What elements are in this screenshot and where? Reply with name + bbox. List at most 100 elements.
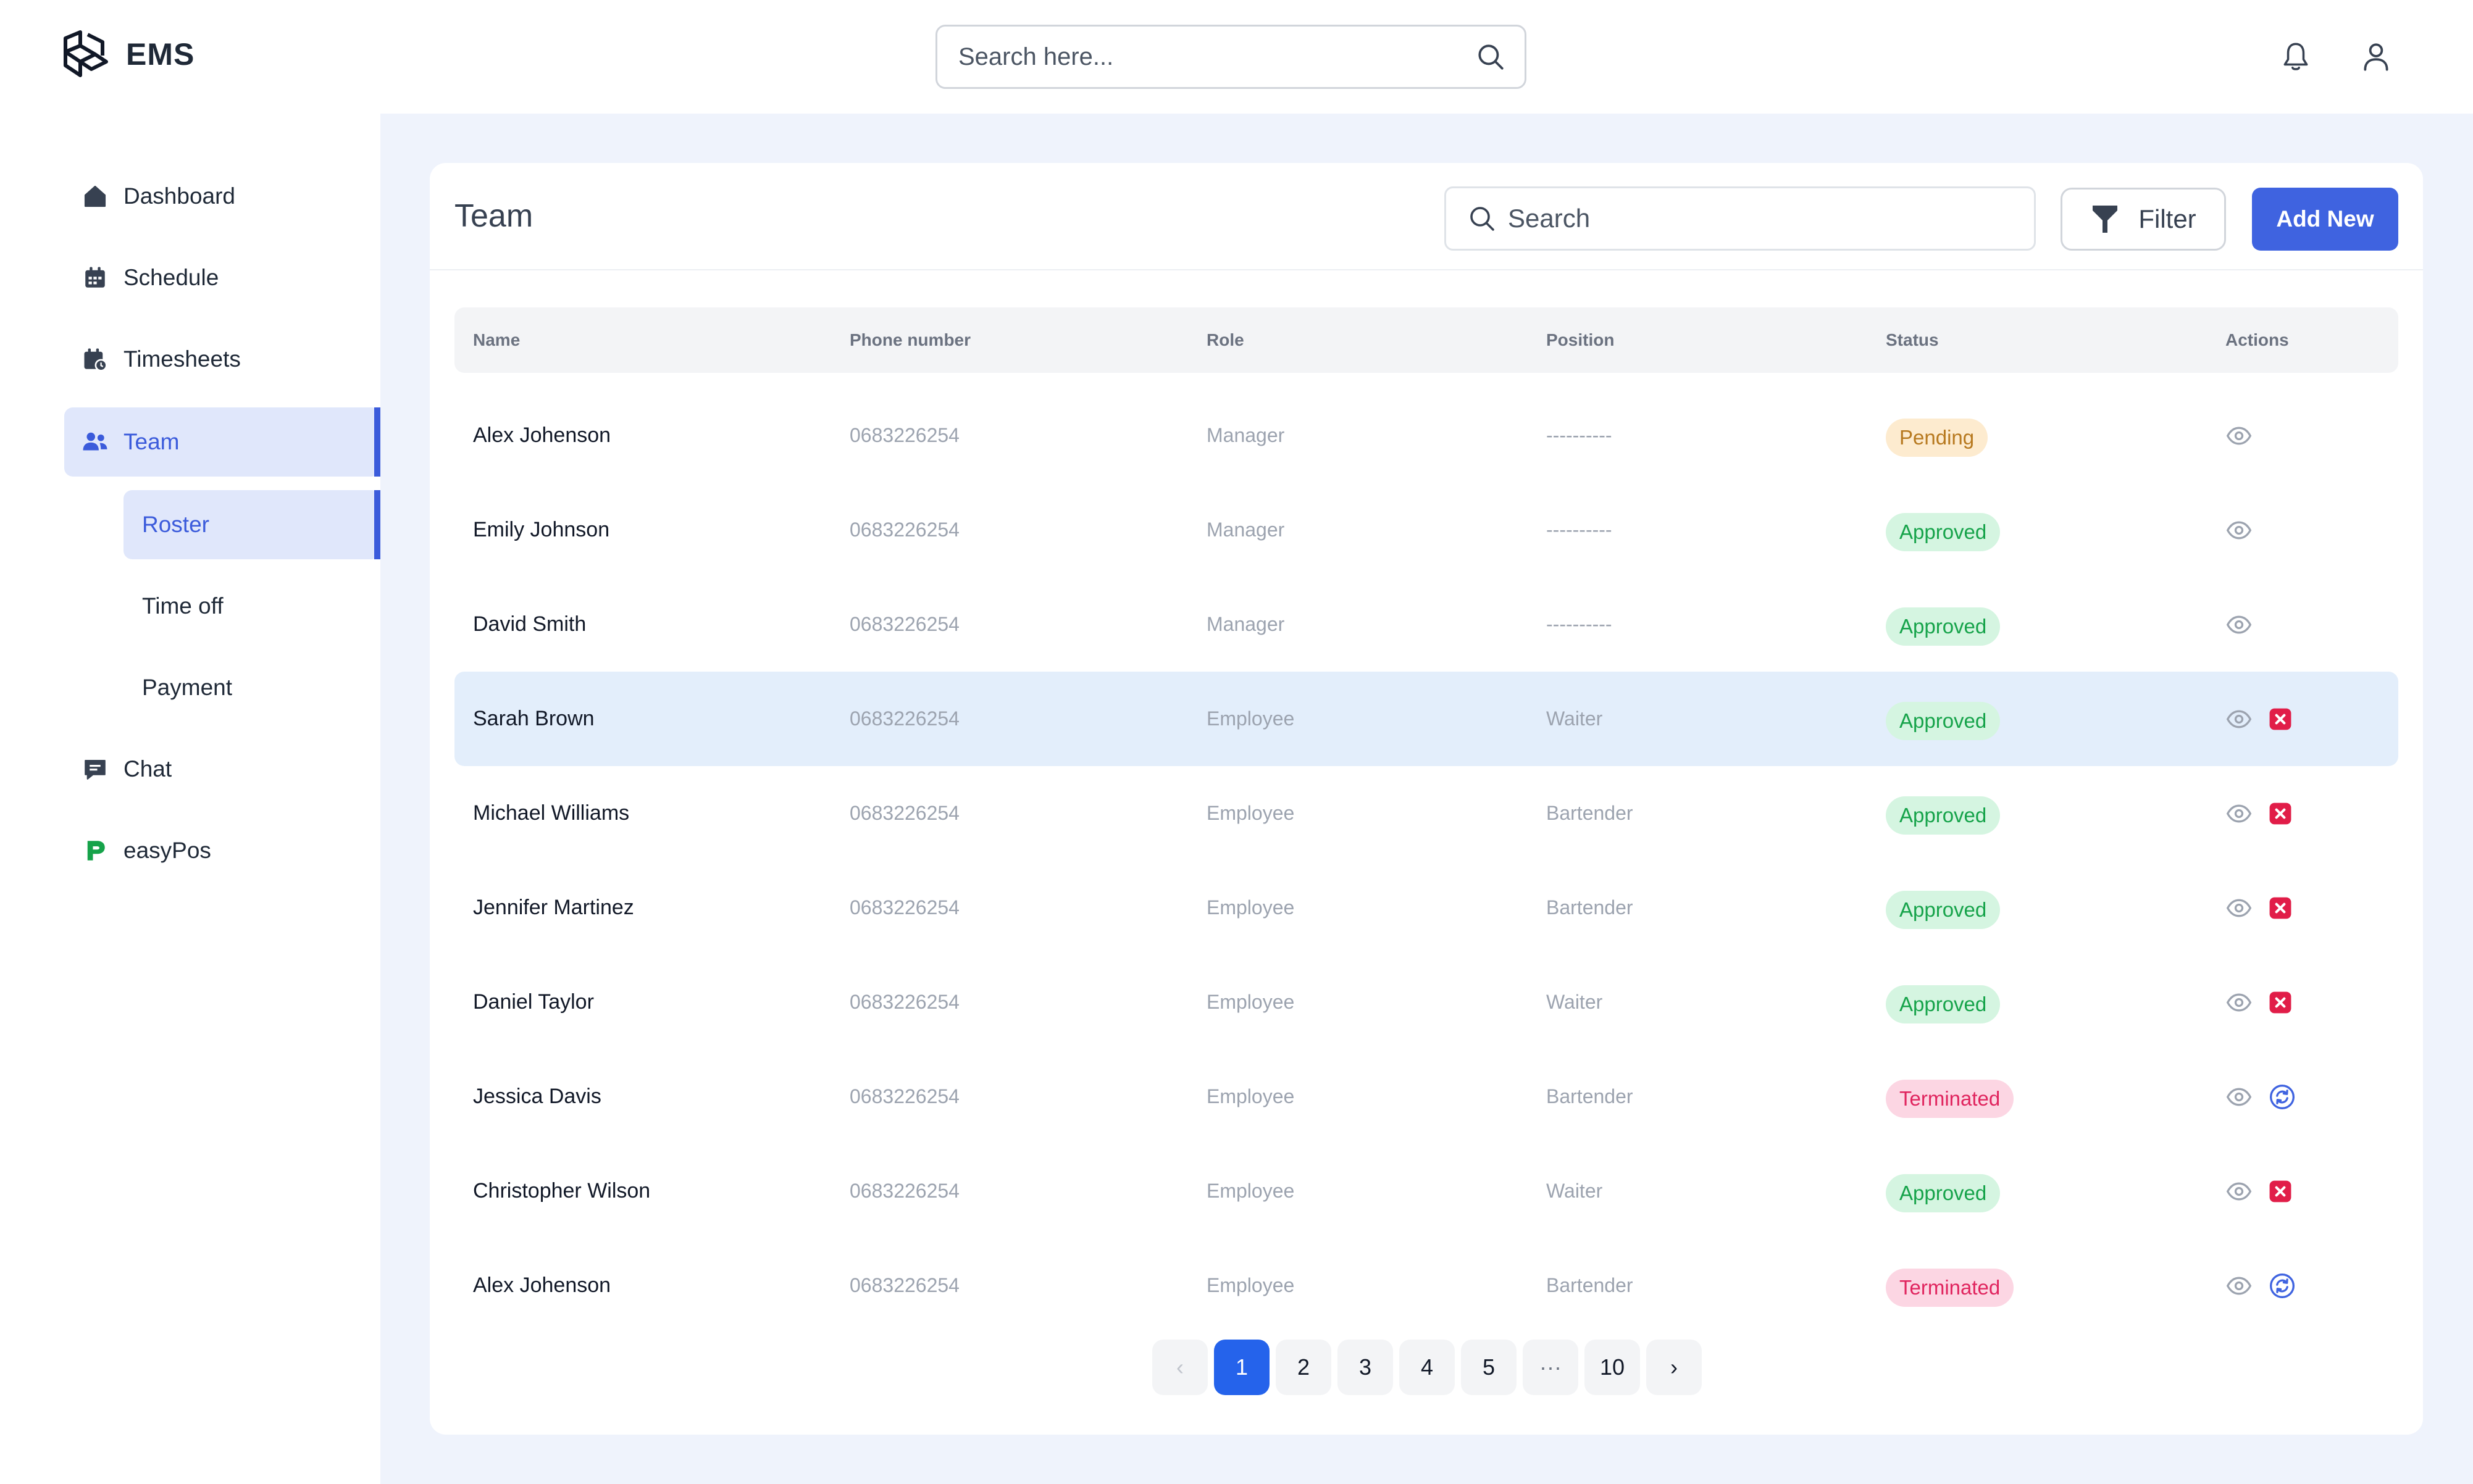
search-icon[interactable] (1475, 41, 1506, 72)
cell-name: Christopher Wilson (473, 1179, 651, 1203)
cell-status: Approved (1886, 1144, 2001, 1238)
prev-page-button[interactable]: ‹ (1152, 1340, 1208, 1395)
active-indicator (374, 407, 380, 477)
table-row[interactable]: Christopher Wilson 0683226254 Employee Wait… (454, 1144, 2398, 1238)
restore-icon[interactable] (2269, 1272, 2296, 1299)
team-search-input[interactable] (1508, 204, 2002, 233)
cell-position: ---------- (1546, 424, 1612, 446)
sidebar-item-label: Chat (123, 756, 172, 782)
column-header-role[interactable]: Role (1207, 330, 1244, 349)
restore-icon[interactable] (2269, 1083, 2296, 1111)
cell-phone: 0683226254 (850, 1085, 960, 1107)
sidebar-subitem-payment[interactable]: Payment (123, 653, 370, 722)
add-new-button[interactable]: Add New (2252, 188, 2398, 251)
table-row[interactable]: Jessica Davis 0683226254 Employee Bartender… (454, 1049, 2398, 1144)
cell-actions (2225, 1144, 2292, 1238)
eye-icon[interactable] (2225, 989, 2253, 1016)
sidebar-item-easypos[interactable]: easyPos (64, 816, 311, 885)
table-row[interactable]: Sarah Brown 0683226254 Employee Waiter Appro… (454, 672, 2398, 766)
global-search-input[interactable] (958, 43, 1475, 71)
sidebar-item-team[interactable]: Team (64, 407, 380, 477)
row-actions (2225, 706, 2292, 733)
cell-position: Waiter (1546, 707, 1603, 730)
cell-position: Waiter (1546, 991, 1603, 1013)
user-icon[interactable] (2356, 37, 2396, 77)
status-badge: Approved (1886, 890, 2001, 929)
cell-name: Alex Johenson (473, 1273, 611, 1297)
eye-icon[interactable] (2225, 517, 2253, 544)
eye-icon[interactable] (2225, 1083, 2253, 1111)
eye-icon[interactable] (2225, 894, 2253, 922)
sidebar-subitem-label: Time off (142, 593, 224, 619)
cell-actions (2225, 1049, 2296, 1144)
sidebar-item-label: Timesheets (123, 346, 241, 372)
table-row[interactable]: Alex Johenson 0683226254 Manager ----------… (454, 388, 2398, 483)
cell-actions (2225, 766, 2292, 861)
cell-position: Bartender (1546, 896, 1633, 919)
terminate-icon[interactable] (2269, 802, 2292, 825)
status-badge: Approved (1886, 512, 2001, 551)
cell-role: Employee (1207, 896, 1295, 919)
eye-icon[interactable] (2225, 1272, 2253, 1299)
column-header-status[interactable]: Status (1886, 330, 1939, 349)
row-actions (2225, 894, 2292, 922)
top-bar: EMS (0, 0, 2473, 114)
app-name: EMS (126, 37, 195, 72)
terminate-icon[interactable] (2269, 991, 2292, 1014)
cell-status: Approved (1886, 861, 2001, 955)
cell-phone: 0683226254 (850, 707, 960, 730)
terminate-icon[interactable] (2269, 1180, 2292, 1203)
sidebar-item-dashboard[interactable]: Dashboard (64, 162, 311, 231)
table-row[interactable]: Michael Williams 0683226254 Employee Barten… (454, 766, 2398, 861)
cell-status: Pending (1886, 388, 1988, 483)
row-actions (2225, 611, 2253, 638)
eye-icon[interactable] (2225, 422, 2253, 449)
app-logo[interactable]: EMS (62, 30, 195, 79)
column-header-name[interactable]: Name (473, 330, 521, 349)
eye-icon[interactable] (2225, 706, 2253, 733)
next-page-button[interactable]: › (1646, 1340, 1702, 1395)
page-button-3[interactable]: 3 (1337, 1340, 1393, 1395)
pagination: ‹ 1 2 3 4 5 ··· 10 › (1152, 1340, 1702, 1395)
sidebar-item-schedule[interactable]: Schedule (64, 243, 311, 312)
cell-actions (2225, 672, 2292, 766)
eye-icon[interactable] (2225, 1178, 2253, 1205)
cell-position: ---------- (1546, 613, 1612, 635)
cell-name: David Smith (473, 612, 587, 636)
cell-name: Jessica Davis (473, 1085, 601, 1108)
filter-button[interactable]: Filter (2061, 188, 2226, 251)
global-search-field[interactable] (935, 25, 1526, 89)
page-button-5[interactable]: 5 (1461, 1340, 1517, 1395)
sidebar-item-chat[interactable]: Chat (64, 735, 311, 804)
terminate-icon[interactable] (2269, 707, 2292, 731)
table-row[interactable]: David Smith 0683226254 Manager ---------- Ap… (454, 577, 2398, 672)
calendar-icon (80, 263, 110, 293)
status-badge: Approved (1886, 1173, 2001, 1212)
bell-icon[interactable] (2276, 37, 2316, 77)
table-header: Name Phone number Role Position Status A… (454, 307, 2398, 373)
page-button-10[interactable]: 10 (1584, 1340, 1640, 1395)
table-row[interactable]: Daniel Taylor 0683226254 Employee Waiter App… (454, 955, 2398, 1049)
page-button-2[interactable]: 2 (1276, 1340, 1331, 1395)
team-search-field[interactable] (1444, 186, 2036, 251)
status-badge: Approved (1886, 607, 2001, 646)
cell-actions (2225, 483, 2253, 577)
cell-role: Employee (1207, 1085, 1295, 1107)
sidebar-subitem-time-off[interactable]: Time off (123, 572, 370, 641)
eye-icon[interactable] (2225, 800, 2253, 827)
chat-icon (80, 754, 110, 784)
eye-icon[interactable] (2225, 611, 2253, 638)
terminate-icon[interactable] (2269, 896, 2292, 920)
page-button-4[interactable]: 4 (1399, 1340, 1455, 1395)
sidebar-item-timesheets[interactable]: Timesheets (64, 325, 311, 394)
table-row[interactable]: Jennifer Martinez 0683226254 Employee Barte… (454, 861, 2398, 955)
table-row[interactable]: Emily Johnson 0683226254 Manager ----------… (454, 483, 2398, 577)
table-row[interactable]: Alex Johenson 0683226254 Employee Bartender… (454, 1238, 2398, 1333)
row-actions (2225, 989, 2292, 1016)
page-button-1[interactable]: 1 (1214, 1340, 1270, 1395)
row-actions (2225, 517, 2253, 544)
sidebar-item-label: easyPos (123, 838, 211, 863)
sidebar-subitem-roster[interactable]: Roster (123, 490, 380, 559)
column-header-position[interactable]: Position (1546, 330, 1615, 349)
column-header-phone[interactable]: Phone number (850, 330, 971, 349)
